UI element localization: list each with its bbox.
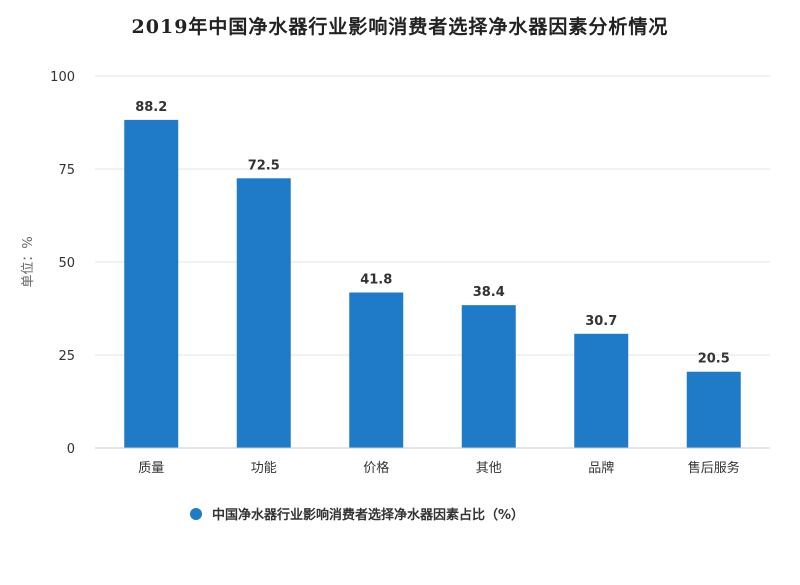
- category-label: 质量: [138, 461, 164, 476]
- legend: 中国净水器行业影响消费者选择净水器因素占比（%）: [190, 504, 524, 523]
- y-tick-label: 100: [50, 70, 75, 85]
- value-label: 72.5: [248, 158, 280, 173]
- value-label: 88.2: [135, 100, 167, 115]
- value-label: 41.8: [360, 273, 392, 288]
- gridlines: [95, 75, 770, 356]
- category-label: 价格: [363, 460, 389, 476]
- bar-0: [124, 119, 179, 449]
- y-tick-label: 75: [58, 163, 75, 178]
- value-label: 20.5: [698, 352, 730, 367]
- category-label: 功能: [251, 461, 277, 476]
- category-label: 品牌: [588, 460, 614, 476]
- bar-3: [461, 305, 516, 448]
- legend-label: 中国净水器行业影响消费者选择净水器因素占比（%）: [212, 508, 525, 523]
- chart-title: 2019年中国净水器行业影响消费者选择净水器因素分析情况: [131, 16, 669, 38]
- value-label: 38.4: [473, 285, 505, 300]
- y-tick-labels: 0 25 50 75 100: [50, 70, 75, 457]
- value-label: 30.7: [585, 314, 617, 329]
- value-labels: 88.2 72.5 41.8 38.4 30.7 20.5: [135, 100, 730, 367]
- bar-4: [574, 333, 629, 448]
- category-label: 售后服务: [688, 460, 740, 476]
- y-tick-label: 50: [58, 256, 75, 271]
- bar-5: [686, 371, 741, 448]
- bars: [124, 119, 741, 449]
- category-labels: 质量 功能 价格 其他 品牌 售后服务: [138, 460, 740, 476]
- y-tick-label: 0: [67, 442, 75, 457]
- bar-1: [236, 178, 291, 449]
- legend-dot-icon: [190, 507, 202, 520]
- y-tick-label: 25: [58, 349, 75, 364]
- category-label: 其他: [476, 461, 502, 476]
- bar-2: [349, 292, 404, 448]
- y-axis-label: 单位：%: [21, 236, 36, 287]
